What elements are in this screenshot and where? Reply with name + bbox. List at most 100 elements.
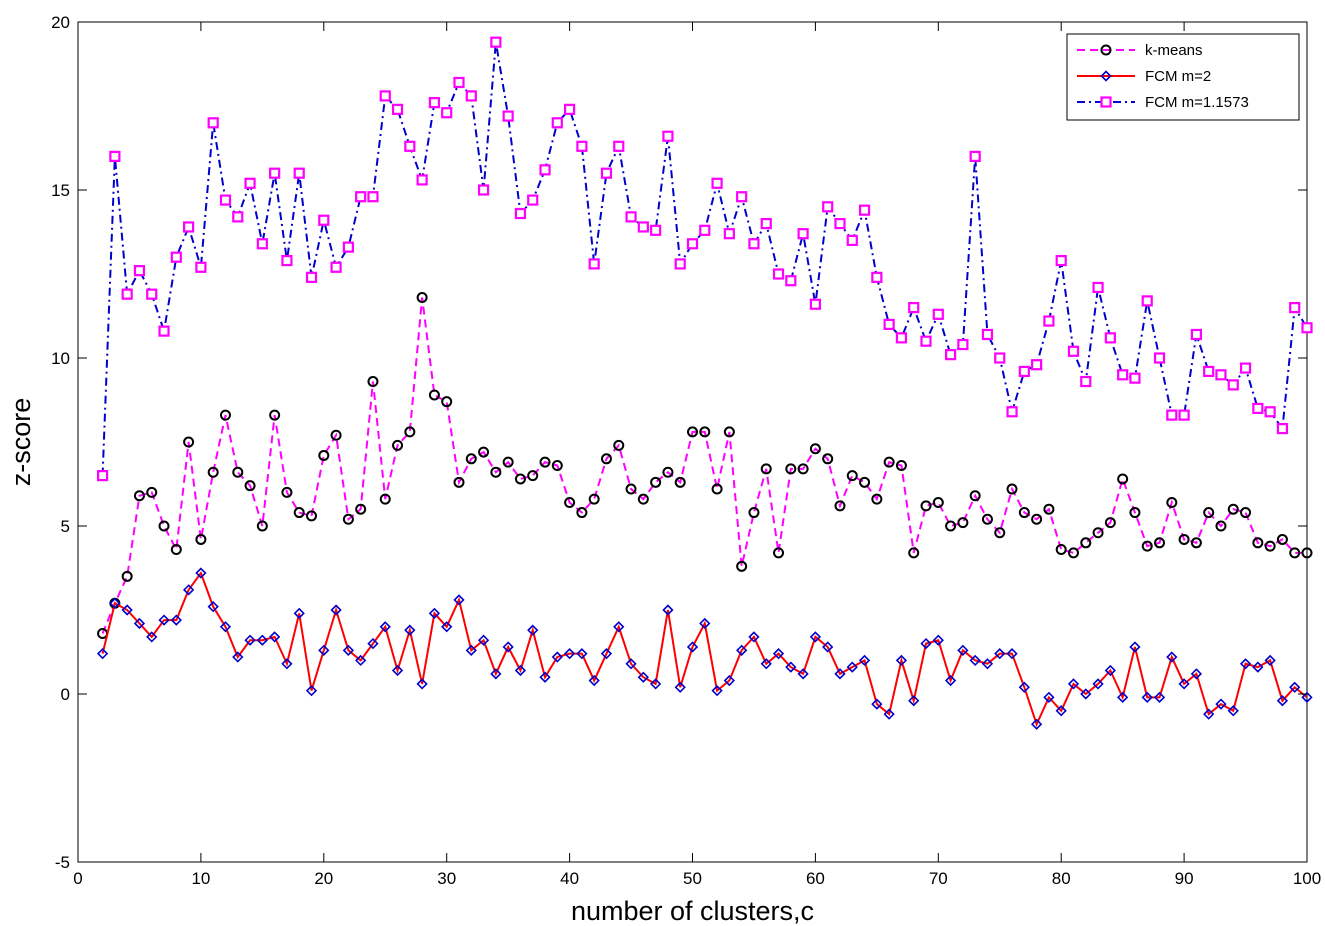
- data-point: [1104, 517, 1116, 529]
- data-point: [686, 641, 699, 653]
- data-point: [1006, 483, 1018, 495]
- y-tick-label: 20: [51, 13, 70, 32]
- data-point: [514, 207, 527, 220]
- data-point: [736, 191, 748, 203]
- data-point: [858, 204, 871, 216]
- x-tick-label: 90: [1175, 869, 1194, 888]
- x-tick-label: 100: [1293, 869, 1321, 888]
- x-tick-label: 60: [806, 869, 825, 888]
- data-point: [944, 349, 957, 361]
- data-point: [441, 396, 453, 408]
- y-tick-label: 5: [61, 517, 70, 536]
- data-point: [1252, 402, 1264, 414]
- data-point: [674, 258, 686, 270]
- data-point: [342, 513, 354, 525]
- data-point: [391, 103, 404, 115]
- data-point: [293, 507, 305, 519]
- data-point: [846, 470, 858, 482]
- data-point: [1301, 691, 1313, 703]
- data-point: [895, 332, 908, 344]
- data-point: [318, 449, 330, 461]
- data-point: [576, 507, 588, 519]
- data-point: [957, 338, 969, 351]
- data-point: [1203, 365, 1215, 378]
- data-point: [490, 466, 502, 478]
- data-point: [1239, 362, 1252, 374]
- data-point: [453, 594, 465, 606]
- data-point: [1006, 648, 1018, 660]
- data-point: [957, 517, 969, 529]
- data-point: [453, 476, 465, 488]
- legend-label: FCM m=1.1573: [1145, 94, 1249, 111]
- data-point: [969, 654, 981, 667]
- data-point: [1289, 681, 1301, 693]
- data-point: [883, 708, 895, 720]
- data-point: [1178, 533, 1190, 545]
- data-point: [1190, 537, 1202, 549]
- data-point: [1080, 375, 1092, 388]
- data-point: [760, 463, 772, 475]
- data-point: [502, 456, 514, 468]
- data-point: [846, 234, 858, 246]
- data-point: [723, 228, 735, 240]
- data-point: [699, 426, 711, 438]
- data-point: [576, 140, 588, 152]
- data-point: [1129, 641, 1141, 653]
- data-point: [895, 654, 908, 667]
- data-point: [1252, 537, 1264, 549]
- data-point: [355, 191, 367, 203]
- data-point: [1043, 503, 1055, 515]
- data-point: [994, 648, 1006, 660]
- data-point: [133, 265, 146, 277]
- data-point: [723, 426, 735, 438]
- data-point: [981, 658, 994, 670]
- x-tick-label: 20: [314, 869, 333, 888]
- data-point: [305, 685, 318, 697]
- data-point: [219, 621, 232, 633]
- data-point: [797, 228, 809, 240]
- x-axis-title: number of clusters,c: [571, 896, 814, 926]
- data-point: [281, 658, 293, 670]
- data-point: [650, 224, 662, 236]
- data-point: [1276, 695, 1289, 707]
- data-point: [674, 476, 686, 488]
- data-point: [1117, 369, 1129, 381]
- data-point: [822, 641, 834, 653]
- data-point: [207, 601, 219, 613]
- y-axis-title: z-score: [6, 398, 36, 487]
- data-point: [932, 308, 944, 320]
- data-point: [330, 429, 342, 441]
- data-point: [391, 664, 404, 677]
- data-point: [306, 510, 318, 522]
- data-point: [711, 685, 723, 697]
- y-tick-label: 10: [51, 349, 70, 368]
- data-point: [908, 302, 920, 314]
- x-tick-label: 0: [73, 869, 82, 888]
- data-point: [182, 584, 195, 596]
- data-point: [871, 493, 883, 505]
- data-point: [1104, 332, 1116, 344]
- data-point: [133, 617, 146, 630]
- data-point: [736, 560, 748, 572]
- data-point: [1043, 315, 1055, 327]
- plot-frame: [77, 21, 1308, 863]
- data-point: [1141, 691, 1153, 703]
- data-point: [1178, 409, 1190, 421]
- data-point: [944, 674, 957, 687]
- data-point: [416, 292, 428, 304]
- data-point: [502, 110, 514, 122]
- data-point: [121, 288, 133, 300]
- series-line: [101, 570, 1308, 727]
- data-point: [477, 184, 490, 196]
- data-point: [1227, 379, 1239, 391]
- data-point: [1031, 513, 1043, 525]
- data-point: [551, 460, 563, 472]
- data-point: [748, 507, 760, 519]
- data-point: [281, 254, 293, 267]
- data-point: [1055, 544, 1067, 556]
- data-point: [649, 678, 662, 690]
- data-point: [379, 621, 391, 633]
- data-point: [1018, 365, 1030, 378]
- data-point: [662, 466, 674, 478]
